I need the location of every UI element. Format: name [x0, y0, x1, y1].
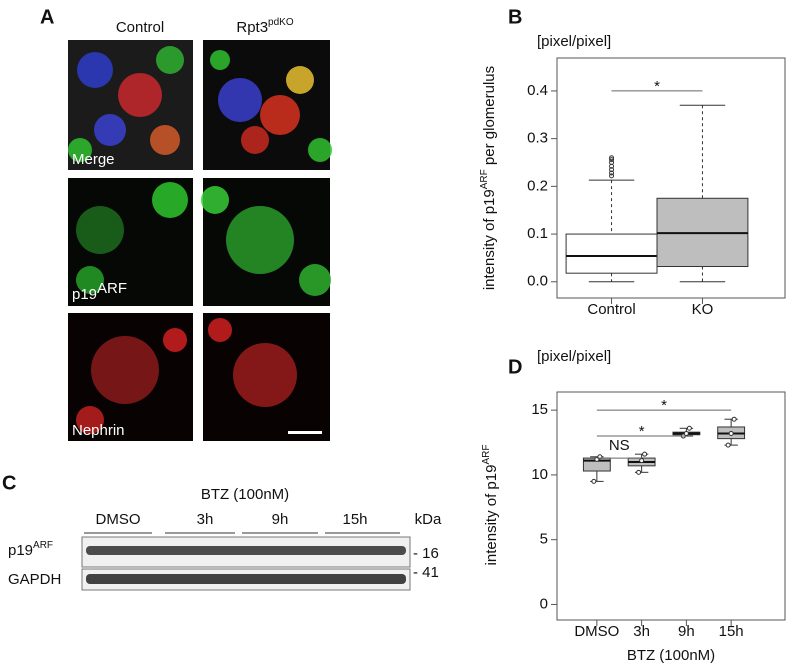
band-label: GAPDH: [8, 571, 61, 588]
x-tick-label: DMSO: [574, 623, 619, 640]
significance-label: NS: [609, 437, 630, 454]
superscript: ARF: [481, 445, 492, 465]
lane-label: 9h: [272, 511, 289, 528]
panel-label: D: [508, 356, 522, 378]
superscript: ARF: [33, 540, 53, 551]
treatment-label: BTZ (100nM): [201, 486, 289, 503]
x-axis-label: BTZ (100nM): [627, 647, 715, 664]
significance-label: *: [639, 423, 645, 440]
box: [565, 233, 658, 274]
row-label-text: Nephrin: [72, 422, 125, 439]
lane-label: 3h: [197, 511, 214, 528]
superscript: ARF: [479, 169, 490, 189]
micrograph-grid: [68, 40, 332, 441]
row-label: Nephrin: [72, 422, 125, 439]
outlier: [609, 155, 615, 161]
plot-frame: [556, 57, 786, 299]
significance-label: *: [654, 78, 660, 95]
y-tick-label: 10: [531, 466, 548, 483]
x-tick-label: 9h: [678, 623, 695, 640]
point: [686, 425, 692, 431]
outlier: [609, 167, 615, 173]
point: [683, 430, 689, 436]
panel-label: C: [2, 472, 16, 494]
row-label: Merge: [72, 151, 115, 168]
marker-label: - 41: [413, 564, 439, 581]
point: [636, 469, 642, 475]
unit-label: [pixel/pixel]: [537, 33, 611, 50]
x-tick-label: 3h: [633, 623, 650, 640]
plot-frame: [556, 391, 786, 621]
unit-label: kDa: [415, 511, 442, 528]
y-tick-label: 0.1: [527, 225, 548, 242]
row-label: p19ARF: [72, 280, 127, 303]
unit-label: [pixel/pixel]: [537, 348, 611, 365]
y-axis-label: intensity of p19ARF: [481, 445, 500, 566]
significance-label: *: [661, 397, 667, 414]
point: [728, 430, 734, 436]
column-label: Rpt3pdKO: [236, 17, 293, 36]
column-label: Control: [116, 19, 164, 36]
outlier: [609, 157, 615, 163]
y-axis-label: intensity of p19ARF per glomerulus: [479, 66, 498, 290]
y-tick-label: 0.3: [527, 130, 548, 147]
lane-label: 15h: [342, 511, 367, 528]
outlier: [609, 173, 615, 179]
point: [725, 442, 731, 448]
marker-label: - 16: [413, 545, 439, 562]
stain: [68, 46, 332, 434]
y-tick-label: 5: [540, 531, 548, 548]
point: [591, 478, 597, 484]
column-label-text: Rpt3: [236, 19, 268, 36]
y-axis-label-text: per glomerulus: [481, 66, 498, 169]
point: [639, 458, 645, 464]
outlier: [609, 170, 615, 176]
y-tick-label: 0.4: [527, 82, 548, 99]
point: [731, 416, 737, 422]
y-tick-label: 0.2: [527, 177, 548, 194]
blot-bands: [86, 546, 406, 584]
x-tick-label: KO: [692, 301, 714, 318]
y-axis-label-text: intensity of p19: [481, 189, 498, 290]
y-axis-label-text: intensity of p19: [483, 465, 500, 566]
row-label-text: Merge: [72, 151, 115, 168]
panel-label: A: [40, 6, 54, 28]
lane-label: DMSO: [96, 511, 141, 528]
band-label: p19ARF: [8, 540, 53, 559]
column-label-text: Control: [116, 19, 164, 36]
scale-bar: [288, 431, 322, 434]
y-tick-label: 0: [540, 595, 548, 612]
superscript: pdKO: [268, 17, 294, 28]
y-tick-label: 0.0: [527, 273, 548, 290]
band-label-text: p19: [8, 542, 33, 559]
y-tick-label: 15: [531, 401, 548, 418]
point: [642, 451, 648, 457]
panel-label: B: [508, 6, 522, 28]
row-label-text: p19: [72, 286, 97, 303]
outlier: [609, 159, 615, 165]
x-tick-label: 15h: [719, 623, 744, 640]
x-tick-label: Control: [587, 301, 635, 318]
superscript: ARF: [97, 280, 127, 297]
